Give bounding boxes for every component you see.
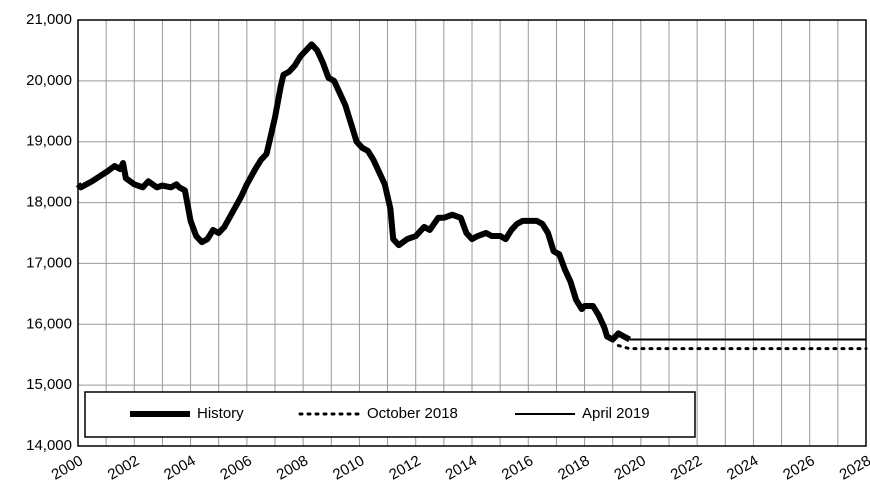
legend-label: October 2018 [367, 405, 458, 422]
x-tick-label: 2012 [386, 452, 423, 483]
x-tick-label: 2028 [837, 452, 870, 483]
y-tick-label: 20,000 [26, 72, 72, 89]
x-tick-label: 2022 [668, 452, 705, 483]
x-tick-label: 2010 [330, 452, 367, 483]
x-tick-label: 2020 [611, 452, 648, 483]
y-tick-label: 21,000 [26, 11, 72, 28]
legend-label: History [197, 405, 244, 422]
x-tick-label: 2002 [105, 452, 142, 483]
x-tick-label: 2016 [499, 452, 536, 483]
y-tick-label: 19,000 [26, 133, 72, 150]
x-tick-label: 2018 [555, 452, 592, 483]
plot-frame [77, 19, 867, 447]
x-tick-label: 2024 [724, 452, 761, 483]
x-tick-label: 2000 [49, 452, 86, 483]
y-tick-label: 17,000 [26, 254, 72, 271]
x-tick-label: 2004 [161, 452, 198, 483]
y-tick-label: 16,000 [26, 315, 72, 332]
y-tick-label: 18,000 [26, 194, 72, 211]
x-tick-label: 2006 [217, 452, 254, 483]
x-tick-label: 2026 [780, 452, 817, 483]
series-line [616, 344, 868, 351]
y-tick-label: 15,000 [26, 376, 72, 393]
series-line [75, 41, 632, 343]
x-tick-label: 2008 [274, 452, 311, 483]
x-tick-label: 2014 [443, 452, 480, 483]
y-tick-label: 14,000 [26, 437, 72, 454]
legend-label: April 2019 [582, 405, 650, 422]
